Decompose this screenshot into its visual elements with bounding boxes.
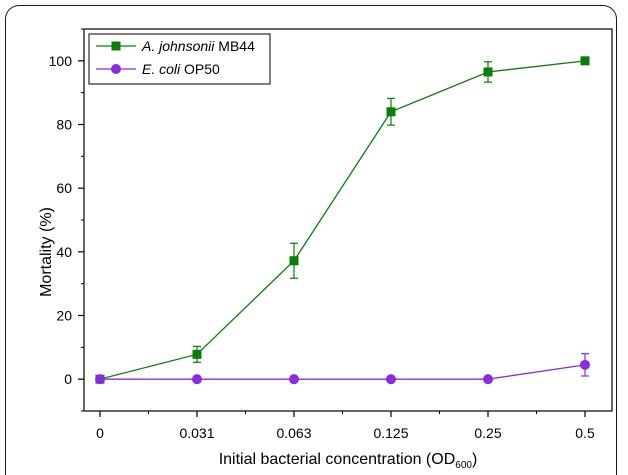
data-point — [483, 67, 493, 77]
series-layer — [95, 56, 590, 385]
legend-marker — [111, 64, 121, 74]
series-2 — [95, 353, 590, 385]
data-point — [192, 349, 202, 359]
legend: A. johnsonii MB44 E. coli OP50 — [88, 33, 271, 85]
y-tick-label: 0 — [64, 371, 72, 387]
legend-label: A. johnsonii MB44 — [141, 38, 255, 54]
legend-label: E. coli OP50 — [142, 61, 220, 77]
x-tick-label: 0.063 — [276, 425, 311, 441]
series-line — [100, 364, 586, 380]
x-tick-label: 0.031 — [179, 425, 214, 441]
data-point — [289, 374, 299, 385]
data-point — [580, 359, 590, 370]
y-tick-label: 80 — [56, 117, 72, 133]
data-point — [483, 374, 493, 385]
y-tick-label: 60 — [56, 180, 72, 196]
figure-frame — [5, 5, 617, 475]
legend-entry-2: E. coli OP50 — [96, 61, 220, 77]
data-point — [192, 374, 202, 385]
legend-label-rest: OP50 — [180, 61, 220, 77]
plot-border — [83, 28, 613, 412]
x-axis-title: Initial bacterial concentration (OD600) — [219, 451, 478, 470]
y-tick-label: 40 — [56, 244, 72, 260]
x-axis-title-subscript: 600 — [455, 460, 472, 470]
x-axis-title-main: Initial bacterial concentration (OD — [219, 451, 456, 468]
data-point — [580, 56, 590, 66]
legend-label-rest: MB44 — [214, 38, 255, 54]
x-tick-label: 0.5 — [575, 425, 595, 441]
x-axis-title-close: ) — [472, 451, 477, 468]
legend-entry-1: A. johnsonii MB44 — [96, 38, 255, 54]
x-tick-label: 0.25 — [474, 425, 501, 441]
legend-label-italic: E. coli — [142, 61, 181, 77]
data-point — [386, 107, 396, 117]
series-1 — [95, 56, 590, 384]
axes: 0 20 40 60 80 100 0 0.031 0.063 0.125 0.25 0.5 — [49, 28, 613, 441]
y-axis-title: Mortality (%) — [38, 207, 55, 297]
x-tick-label: 0.125 — [373, 425, 408, 441]
legend-marker — [111, 41, 121, 51]
y-tick-label: 20 — [56, 308, 72, 324]
legend-label-italic: A. johnsonii — [141, 38, 215, 54]
data-point — [289, 256, 299, 266]
data-point — [95, 374, 105, 385]
data-point — [386, 374, 396, 385]
series-line — [99, 60, 586, 380]
y-tick-label: 100 — [49, 53, 73, 69]
x-tick-label: 0 — [96, 425, 104, 441]
